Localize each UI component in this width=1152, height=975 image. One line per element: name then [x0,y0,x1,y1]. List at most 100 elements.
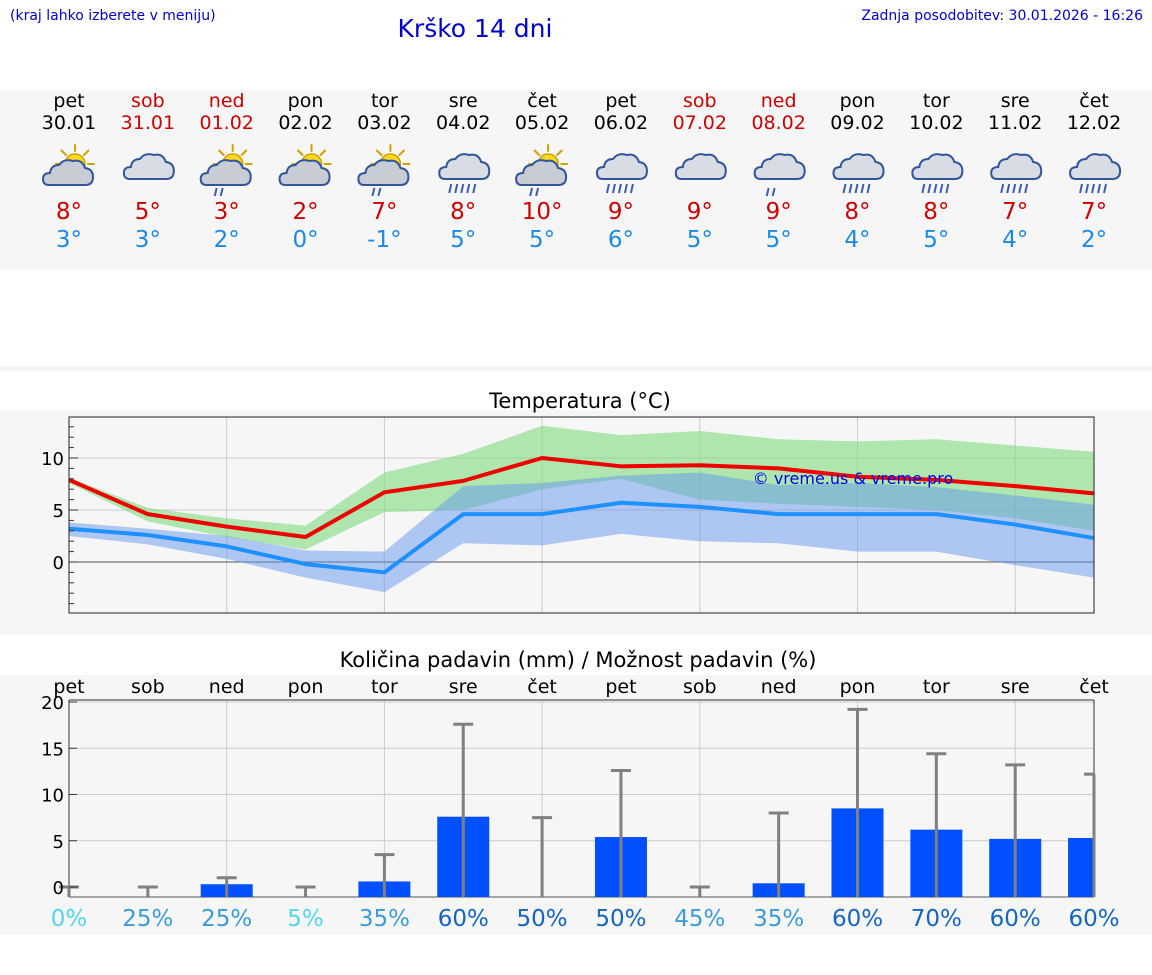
day-name: sob [131,90,165,112]
precipitation-error-bar [926,752,947,897]
precipitation-day-label: ned [209,676,245,698]
precipitation-day-label: sre [1001,676,1030,698]
precipitation-error-bar [689,885,710,897]
precipitation-probability: 5% [287,906,324,932]
precipitation-day-label: čet [1079,676,1109,698]
day-name: ned [208,90,245,112]
daily-forecast-strip [0,90,1152,270]
precipitation-error-bar [1084,772,1096,897]
max-temperature: 8° [55,199,83,225]
min-temperature: -1° [367,227,402,253]
max-temperature: 9° [607,199,634,225]
min-temperature-range [69,472,1095,593]
day-date: 05.02 [514,112,570,134]
temperature-tick-label: 0 [53,553,64,574]
precipitation-probability: 50% [517,906,568,932]
precipitation-tick-label: 0 [53,878,64,899]
min-temperature: 0° [292,227,319,253]
temperature-tick-label: 10 [41,449,64,470]
precipitation-day-label: sob [683,676,717,698]
temperature-tick-label: 5 [53,501,64,522]
precipitation-error-bar [137,885,158,897]
min-temperature-line [68,500,1095,575]
precipitation-error-bar [532,816,553,897]
precipitation-probability: 70% [911,906,962,932]
cloud-drizzle-icon [753,153,806,197]
cloud-rain-icon [832,153,885,194]
precipitation-error-bars [59,707,1096,897]
day-date: 02.02 [278,112,333,134]
day-date: 30.01 [41,112,97,134]
max-temperature-range [69,425,1095,550]
day-date: 09.02 [830,112,885,134]
precipitation-probability: 25% [201,906,252,932]
day-date: 08.02 [751,112,806,134]
max-temperature: 5° [134,199,161,225]
cloud-rain-icon [990,153,1043,194]
day-date: 03.02 [357,112,412,134]
precipitation-error-bar [453,722,474,897]
sun-cloud-drizzle-icon [199,144,253,197]
min-temperature: 5° [450,227,477,253]
day-name: čet [1079,90,1109,112]
day-date: 12.02 [1066,112,1122,134]
precipitation-day-label: pon [840,676,876,698]
precipitation-probability: 0% [51,906,88,932]
precipitation-bar [1068,837,1094,897]
day-name: tor [922,90,950,112]
precipitation-error-bar [295,885,316,897]
day-date: 04.02 [436,112,491,134]
day-name: sre [448,90,478,112]
max-temperature: 9° [765,199,792,225]
precipitation-error-bar [216,876,237,897]
precipitation-probability: 60% [990,906,1041,932]
day-date: 01.02 [199,112,254,134]
max-temperature: 10° [521,199,563,225]
max-temperature: 8° [923,199,950,225]
min-temperature: 5° [529,227,556,253]
temperature-chart: Temperatura (°C) 0 5 10 © vreme.us & vreme… [41,389,1095,614]
precipitation-bars [200,808,1094,897]
day-name: tor [370,90,398,112]
precipitation-error-bar [847,707,868,897]
weather-icons [42,144,1122,197]
day-name: čet [527,90,557,112]
precipitation-probability: 45% [674,906,725,932]
min-temperature: 5° [686,227,713,253]
day-name: ned [760,90,797,112]
precipitation-probabilities: 0% 25% 25% 5% 35% 60% 50% 50% 45% 35% 60% 70% 60% 60% [51,906,1120,932]
precipitation-probability: 60% [832,906,883,932]
separator [0,366,1152,371]
day-name: pet [53,90,85,112]
max-temperature: 9° [686,199,713,225]
cloud-rain-icon [595,153,648,194]
max-temperature: 2° [292,199,319,225]
max-temperature: 3° [213,199,240,225]
min-temperature: 5° [923,227,950,253]
max-temperature: 7° [1002,199,1029,225]
temperature-chart-title: Temperatura (°C) [488,389,671,413]
day-name: pet [605,90,637,112]
cloud-rain-icon [438,153,491,194]
cloud-rain-icon [911,153,964,194]
day-name: sre [1000,90,1030,112]
precipitation-day-labels: pet sob ned pon tor sre čet pet sob ned pon tor sre č… [53,676,1108,698]
precipitation-day-label: sob [131,676,165,698]
precipitation-tick-label: 15 [41,739,64,760]
day-name: sob [683,90,717,112]
menu-hint: (kraj lahko izberete v meniju) [10,8,216,24]
precipitation-probability: 60% [438,906,489,932]
precipitation-probability: 35% [753,906,804,932]
precipitation-chart-title: Količina padavin (mm) / Možnost padavin … [340,648,817,672]
temperature-ranges [69,425,1095,593]
page-title: Krško 14 dni [397,14,553,43]
min-temperature: 4° [844,227,871,253]
min-temperature: 3° [134,227,161,253]
precipitation-error-bar [374,853,395,897]
min-temperature: 6° [607,227,634,253]
max-temperature: 8° [450,199,477,225]
min-temperature: 2° [1080,227,1108,253]
min-temperature: 3° [55,227,83,253]
temperature-plot-frame [68,416,1095,614]
